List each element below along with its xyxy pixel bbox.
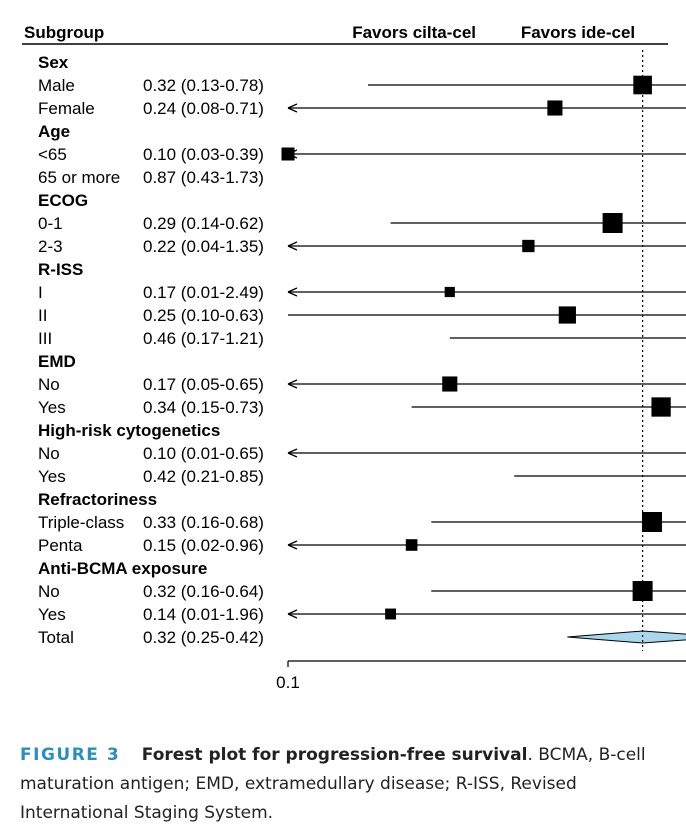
subgroup-label: Yes xyxy=(38,467,66,486)
point-estimate-marker xyxy=(385,608,397,620)
total-diamond xyxy=(567,630,686,644)
subgroup-label: Penta xyxy=(38,536,83,555)
group-label: R-ISS xyxy=(38,260,83,279)
subgroup-label: Yes xyxy=(38,398,66,417)
point-estimate-marker xyxy=(558,306,576,324)
ci-clipped-arrow xyxy=(287,540,298,550)
group-label: Sex xyxy=(38,53,69,72)
subgroup-label: Male xyxy=(38,76,75,95)
estimate-text: 0.32 (0.25-0.42) xyxy=(143,628,264,647)
subgroup-label: Yes xyxy=(38,605,66,624)
point-estimate-marker xyxy=(602,213,623,233)
point-estimate-marker xyxy=(444,286,455,298)
estimate-text: 0.10 (0.03-0.39) xyxy=(143,145,264,164)
subgroup-label: 65 or more xyxy=(38,168,120,187)
subgroup-label: No xyxy=(38,582,60,601)
estimate-text: 0.10 (0.01-0.65) xyxy=(143,444,264,463)
estimate-text: 0.22 (0.04-1.35) xyxy=(143,237,264,256)
total-label: Total xyxy=(38,628,74,647)
estimate-text: 0.34 (0.15-0.73) xyxy=(143,398,264,417)
point-estimate-marker xyxy=(442,376,458,392)
figure-label: FIGURE 3 xyxy=(20,745,121,765)
subgroup-label: Triple-class xyxy=(38,513,124,532)
forest-plot: Subgroup Favors cilta-cel Favors ide-cel… xyxy=(22,23,686,692)
estimate-text: 0.46 (0.17-1.21) xyxy=(143,329,264,348)
group-label: EMD xyxy=(38,352,76,371)
estimate-text: 0.32 (0.13-0.78) xyxy=(143,76,264,95)
group-label: High-risk cytogenetics xyxy=(38,421,220,440)
estimate-text: 0.33 (0.16-0.68) xyxy=(143,513,264,532)
point-estimate-marker xyxy=(405,539,418,551)
point-estimate-marker xyxy=(547,100,563,116)
favors-left-label: Favors cilta-cel xyxy=(352,23,476,42)
estimate-text: 0.15 (0.02-0.96) xyxy=(143,536,264,555)
group-label: ECOG xyxy=(38,191,88,210)
subgroup-label: II xyxy=(38,306,47,325)
point-estimate-marker xyxy=(281,147,295,161)
group-label: Age xyxy=(38,122,70,141)
subgroup-label: I xyxy=(38,283,43,302)
estimate-text: 0.25 (0.10-0.63) xyxy=(143,306,264,325)
figure-caption-text: . BCMA, B-cell maturation antigen; EMD, … xyxy=(20,745,646,823)
estimate-text: 0.87 (0.43-1.73) xyxy=(143,168,264,187)
subgroup-label: No xyxy=(38,444,60,463)
ci-clipped-arrow xyxy=(287,287,298,297)
subgroup-header: Subgroup xyxy=(24,23,104,42)
subgroup-label: <65 xyxy=(38,145,67,164)
subgroup-label: Female xyxy=(38,99,95,118)
ci-clipped-arrow xyxy=(287,241,298,251)
estimate-text: 0.14 (0.01-1.96) xyxy=(143,605,264,624)
group-label: Anti-BCMA exposure xyxy=(38,559,207,578)
ci-clipped-arrow xyxy=(287,103,298,113)
point-estimate-marker xyxy=(641,512,662,532)
group-label: Refractoriness xyxy=(38,490,157,509)
ci-clipped-arrow xyxy=(287,609,298,619)
estimate-text: 0.32 (0.16-0.64) xyxy=(143,582,264,601)
point-estimate-marker xyxy=(651,397,671,417)
estimate-text: 0.17 (0.05-0.65) xyxy=(143,375,264,394)
x-tick-label: 0.1 xyxy=(276,673,300,692)
ci-clipped-arrow xyxy=(287,448,298,458)
subgroup-label: 2-3 xyxy=(38,237,63,256)
estimate-text: 0.29 (0.14-0.62) xyxy=(143,214,264,233)
ci-clipped-arrow xyxy=(287,379,298,389)
subgroup-label: 0-1 xyxy=(38,214,63,233)
subgroup-label: III xyxy=(38,329,52,348)
point-estimate-marker xyxy=(522,239,535,253)
estimate-text: 0.17 (0.01-2.49) xyxy=(143,283,264,302)
subgroup-label: No xyxy=(38,375,60,394)
figure-caption: FIGURE 3 Forest plot for progression-fre… xyxy=(20,741,668,828)
estimate-text: 0.42 (0.21-0.85) xyxy=(143,467,264,486)
favors-right-label: Favors ide-cel xyxy=(521,23,635,42)
estimate-text: 0.24 (0.08-0.71) xyxy=(143,99,264,118)
figure-title: Forest plot for progression-free surviva… xyxy=(141,745,528,765)
